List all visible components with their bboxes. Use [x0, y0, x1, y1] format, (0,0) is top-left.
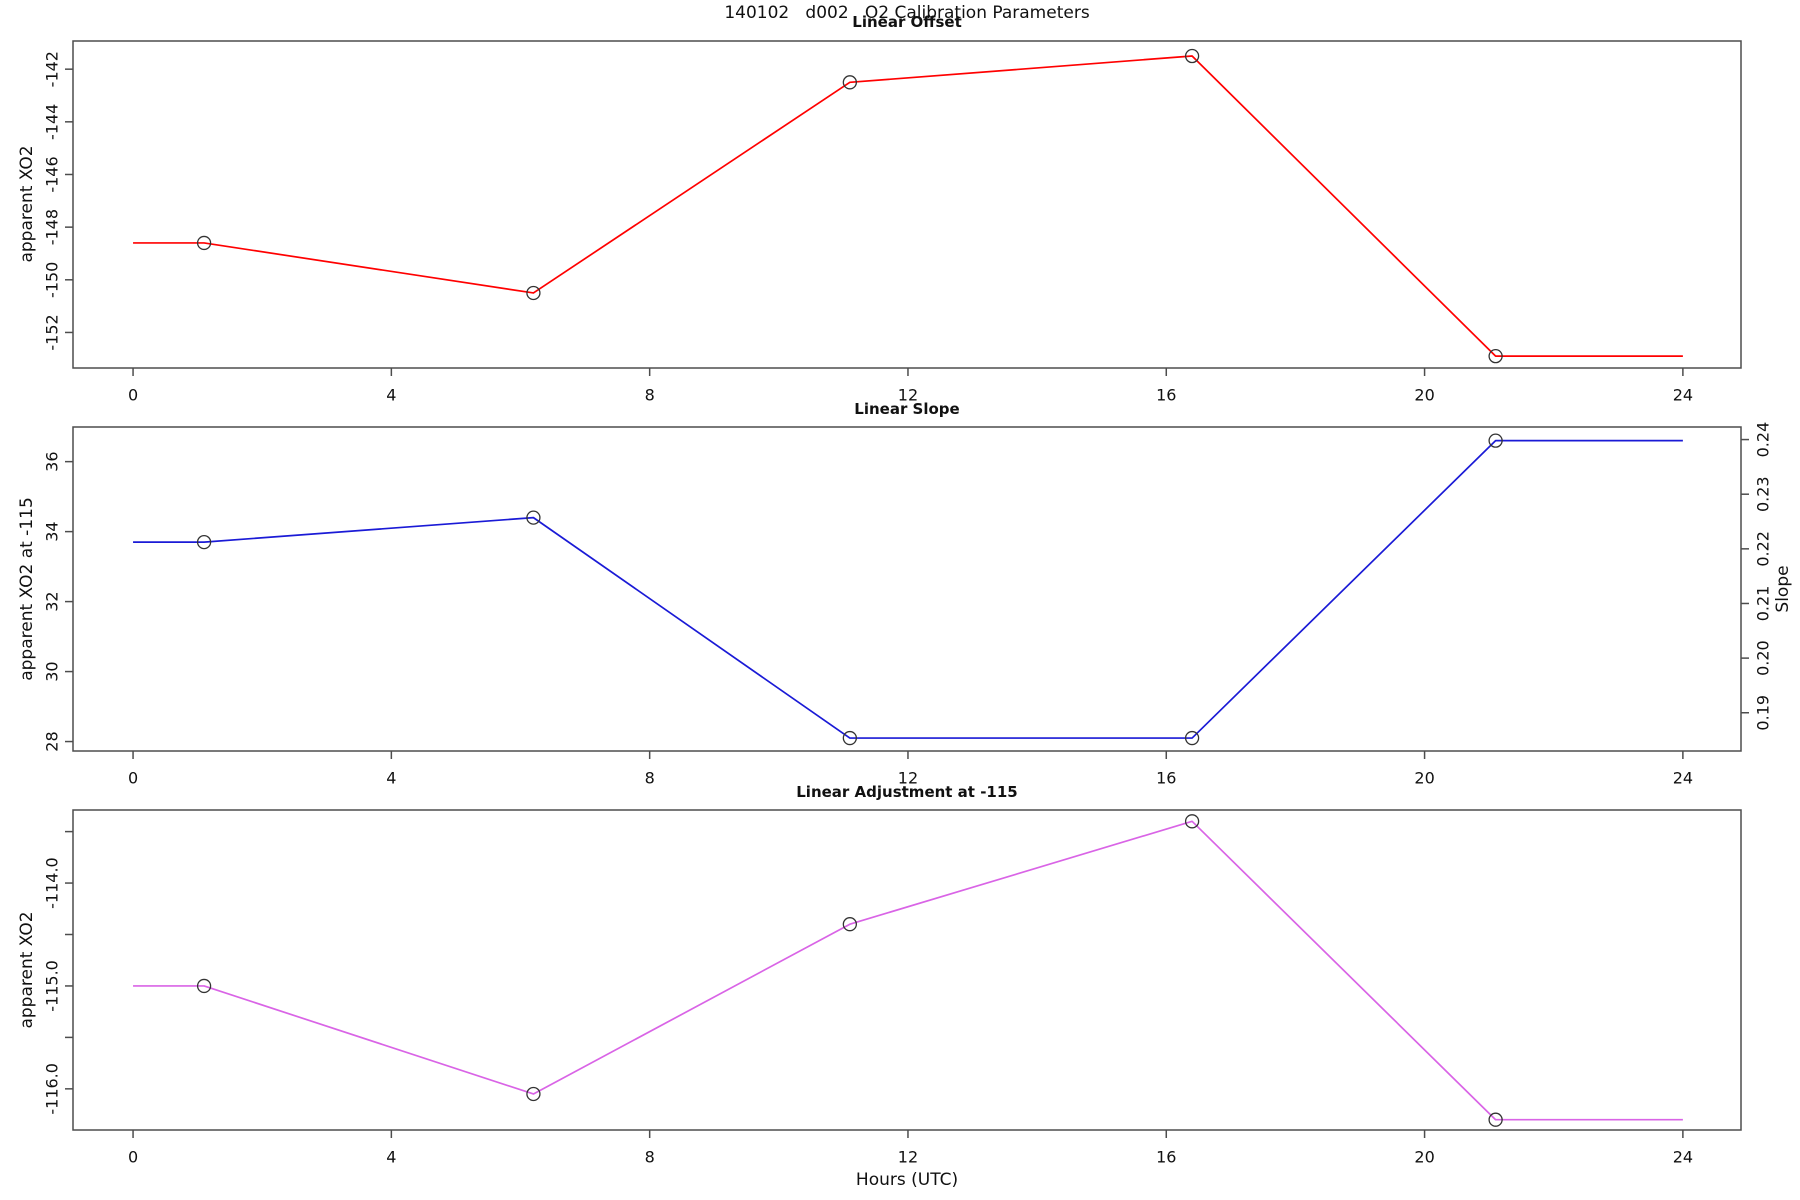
y-axis-label-panel1: apparent XO2 [17, 145, 37, 263]
tick-label: 24 [1673, 1148, 1693, 1167]
tick-label: 4 [386, 1148, 396, 1167]
tick-label: 34 [43, 521, 62, 541]
tick-label: 0 [128, 1148, 138, 1167]
tick-label: 16 [1156, 386, 1176, 405]
panel-title-linear-adjustment: Linear Adjustment at -115 [796, 783, 1018, 801]
tick-label: 4 [386, 386, 396, 405]
data-point-marker [196, 978, 212, 994]
data-point-marker [526, 1086, 541, 1102]
tick-label: 28 [43, 731, 62, 751]
data-point-marker [196, 235, 212, 251]
data-point-marker [1184, 814, 1200, 829]
tick-label: -115.0 [43, 960, 62, 1012]
tick-label: 16 [1156, 1148, 1176, 1167]
panel-title-linear-slope: Linear Slope [854, 400, 960, 418]
tick-label: 0.20 [1754, 640, 1773, 676]
tick-label: 0.19 [1754, 695, 1773, 731]
tick-label: 0.23 [1754, 476, 1773, 512]
data-point-marker [1184, 48, 1200, 64]
data-point-marker [526, 510, 541, 525]
plot-box-panel2 [72, 426, 1742, 752]
tick-label: 20 [1414, 769, 1434, 788]
tick-label: -146 [43, 156, 62, 192]
tick-label: -144 [43, 104, 62, 140]
tick-label: -116.0 [43, 1063, 62, 1115]
data-point-marker [1184, 730, 1200, 746]
tick-label: -114.0 [43, 857, 62, 909]
tick-label: 8 [645, 1148, 655, 1167]
tick-label: 12 [898, 769, 918, 788]
tick-label: 0.24 [1754, 422, 1773, 458]
tick-label: 0.22 [1754, 531, 1773, 567]
data-point-marker [1488, 349, 1503, 364]
series-line-panel3 [133, 820, 1683, 1121]
tick-label: 32 [43, 591, 62, 611]
tick-label: 0 [128, 769, 138, 788]
series-line-panel1 [133, 55, 1683, 358]
y-axis-label-panel3: apparent XO2 [17, 911, 37, 1029]
series-line-panel2 [133, 439, 1683, 739]
tick-label: -142 [43, 51, 62, 87]
y-axis-label-panel2: apparent XO2 at -115 [17, 497, 37, 681]
tick-label: 36 [43, 451, 62, 471]
plot-box-panel3 [72, 809, 1742, 1131]
data-point-marker [1488, 433, 1503, 448]
tick-label: -152 [43, 314, 62, 350]
tick-label: 16 [1156, 769, 1176, 788]
tick-label: 8 [645, 769, 655, 788]
plot-box-panel1 [72, 40, 1742, 369]
data-point-marker [196, 534, 212, 550]
data-point-marker [842, 75, 858, 90]
x-axis-label: Hours (UTC) [855, 1170, 959, 1190]
tick-label: 24 [1673, 769, 1693, 788]
data-point-marker [526, 285, 541, 301]
tick-label: -150 [43, 262, 62, 298]
tick-label: 20 [1414, 386, 1434, 405]
tick-label: 0.21 [1754, 586, 1773, 622]
data-point-marker [1488, 1112, 1503, 1127]
panel-title-linear-offset: Linear Offset [852, 13, 962, 31]
tick-label: 8 [645, 386, 655, 405]
tick-label: 4 [386, 769, 396, 788]
tick-label: 20 [1414, 1148, 1434, 1167]
tick-label: 30 [43, 661, 62, 681]
data-point-marker [842, 730, 858, 746]
tick-label: 0 [128, 386, 138, 405]
right-axis-label-slope: Slope [1773, 565, 1793, 613]
figure-title: 140102 d002 O2 Calibration Parameters [724, 3, 1090, 23]
tick-label: 24 [1673, 386, 1693, 405]
tick-label: -148 [43, 209, 62, 245]
tick-label: 12 [898, 1148, 918, 1167]
data-point-marker [842, 917, 858, 932]
tick-label: 12 [898, 386, 918, 405]
